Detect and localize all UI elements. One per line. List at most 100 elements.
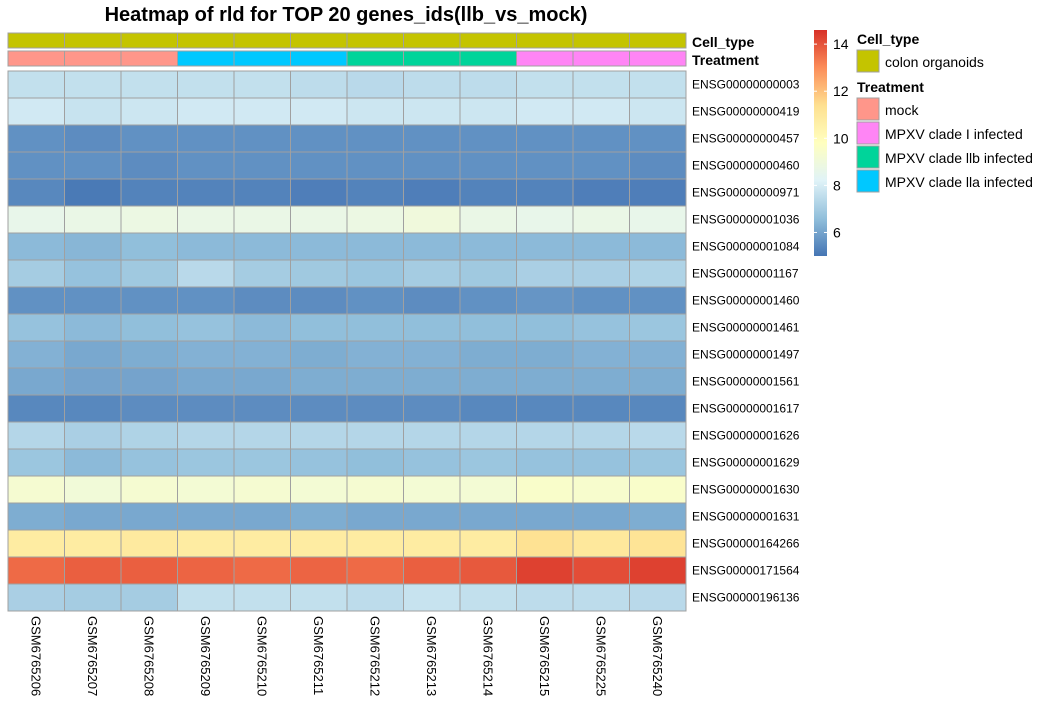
heatmap-cell <box>403 259 461 288</box>
legend-swatch <box>856 97 880 121</box>
heatmap-cell <box>177 313 235 342</box>
heatmap-cell <box>120 259 178 288</box>
heatmap-cell <box>64 583 122 612</box>
heatmap-cell <box>572 124 630 153</box>
column-labels: GSM6765206 GSM6765207 GSM6765208 GSM6765209… <box>28 616 665 696</box>
heatmap-cell <box>572 394 630 423</box>
heatmap-cell <box>233 205 291 234</box>
heatmap-cell <box>629 475 687 504</box>
row-label: ENSG00000001629 <box>692 456 800 470</box>
heatmap-cell <box>516 313 574 342</box>
heatmap-cell <box>459 205 517 234</box>
heatmap-cell <box>177 259 235 288</box>
treatment-annotation-cell <box>233 50 291 67</box>
heatmap-cell <box>233 556 291 585</box>
heatmap-cell <box>346 97 404 126</box>
row-label: ENSG00000001631 <box>692 510 800 524</box>
cell-type-annotation-cell <box>346 32 404 49</box>
heatmap-cell <box>346 70 404 99</box>
row-label: ENSG00000001630 <box>692 483 800 497</box>
heatmap-cell <box>403 205 461 234</box>
heatmap-cell <box>346 448 404 477</box>
cell-type-annotation-cell <box>7 32 65 49</box>
color-scale-tick-label: 14 <box>833 36 849 52</box>
heatmap-cell <box>403 394 461 423</box>
heatmap-cell <box>7 448 65 477</box>
heatmap-cell <box>7 97 65 126</box>
heatmap-cell <box>7 421 65 450</box>
column-label: GSM6765211 <box>311 616 326 695</box>
heatmap-cell <box>516 259 574 288</box>
heatmap-cell <box>177 583 235 612</box>
heatmap-cell <box>120 313 178 342</box>
heatmap-cell <box>403 529 461 558</box>
heatmap-cell <box>177 151 235 180</box>
heatmap-cell <box>7 340 65 369</box>
heatmap-cell <box>572 502 630 531</box>
heatmap-cell <box>459 475 517 504</box>
heatmap-cell <box>120 448 178 477</box>
heatmap-cell <box>403 151 461 180</box>
heatmap-cell <box>516 421 574 450</box>
heatmap-cell <box>516 475 574 504</box>
color-scale-tick-label: 6 <box>833 224 841 240</box>
heatmap-cell <box>290 583 348 612</box>
heatmap-cell <box>516 97 574 126</box>
heatmap-cell <box>120 232 178 261</box>
heatmap-cell <box>572 205 630 234</box>
heatmap-cell <box>290 205 348 234</box>
heatmap-cell <box>516 205 574 234</box>
heatmap-cell <box>233 178 291 207</box>
row-label: ENSG00000000457 <box>692 132 800 146</box>
heatmap-cell <box>290 502 348 531</box>
heatmap-cell <box>64 286 122 315</box>
heatmap-cell <box>290 448 348 477</box>
heatmap-cell <box>572 178 630 207</box>
heatmap-cell <box>290 475 348 504</box>
heatmap-cell <box>64 340 122 369</box>
heatmap-cell <box>346 529 404 558</box>
row-label: ENSG00000196136 <box>692 591 800 605</box>
heatmap-cell <box>516 340 574 369</box>
heatmap-cell <box>233 367 291 396</box>
heatmap-cell <box>516 367 574 396</box>
heatmap-cell <box>346 259 404 288</box>
row-label: ENSG00000001497 <box>692 348 800 362</box>
heatmap-cell <box>459 421 517 450</box>
legend-swatch <box>856 121 880 145</box>
heatmap-cell <box>516 151 574 180</box>
row-label: ENSG00000001617 <box>692 402 800 416</box>
color-scale-legend: 6 8 10 12 14 <box>814 30 849 256</box>
heatmap-cell <box>290 178 348 207</box>
heatmap-cell <box>459 556 517 585</box>
heatmap-cell <box>177 502 235 531</box>
heatmap-cell <box>572 556 630 585</box>
treatment-annotation-cell <box>120 50 178 67</box>
color-scale-tick-label: 12 <box>833 83 849 99</box>
heatmap-cell <box>629 286 687 315</box>
heatmap-cell <box>177 475 235 504</box>
heatmap-cell <box>572 529 630 558</box>
heatmap-cell <box>403 124 461 153</box>
heatmap-cell <box>120 583 178 612</box>
heatmap-cell <box>629 367 687 396</box>
heatmap-cell <box>290 313 348 342</box>
column-label: GSM6765206 <box>28 616 43 696</box>
treatment-annotation-cell <box>7 50 65 67</box>
heatmap-cell <box>459 97 517 126</box>
heatmap-cell <box>403 313 461 342</box>
heatmap-cell <box>346 178 404 207</box>
heatmap-cell <box>346 151 404 180</box>
heatmap-cell <box>290 556 348 585</box>
heatmap-cell <box>7 367 65 396</box>
heatmap-cell <box>516 529 574 558</box>
heatmap-cell <box>346 421 404 450</box>
heatmap-cell <box>120 475 178 504</box>
heatmap-cell <box>7 475 65 504</box>
heatmap-cell <box>459 124 517 153</box>
heatmap-cell <box>346 313 404 342</box>
heatmap-cell <box>346 124 404 153</box>
heatmap-cell <box>7 259 65 288</box>
cell-type-annotation-cell <box>120 32 178 49</box>
heatmap-cell <box>120 178 178 207</box>
